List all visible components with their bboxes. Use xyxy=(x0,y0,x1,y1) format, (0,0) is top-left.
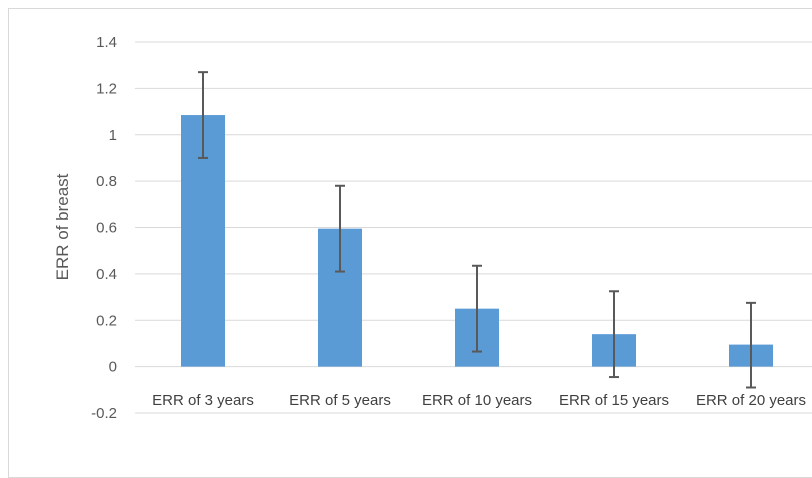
y-tick-label: 1 xyxy=(109,127,117,144)
gridlines xyxy=(135,41,812,414)
bar-chart: -0.200.20.40.60.811.21.4 ERR of 3 years E… xyxy=(53,34,812,422)
error-bar xyxy=(609,290,619,379)
x-category-label: ERR of 5 years xyxy=(289,392,391,409)
error-bar xyxy=(335,184,345,273)
error-bars xyxy=(198,71,756,389)
y-tick-label: 0.2 xyxy=(96,312,117,329)
y-tick-label: 0.6 xyxy=(96,220,117,237)
y-tick-label: 0.8 xyxy=(96,173,117,190)
x-category-label: ERR of 15 years xyxy=(559,392,669,409)
error-bar xyxy=(472,264,482,353)
y-tick-label: 0.4 xyxy=(96,266,117,283)
y-tick-label: 1.4 xyxy=(96,34,117,51)
y-axis-title: ERR of breast xyxy=(53,173,72,280)
x-category-label: ERR of 10 years xyxy=(422,392,532,409)
y-tick-label: 0 xyxy=(109,359,117,376)
y-axis-ticks: -0.2 0 0.2 0.4 0.6 0.8 1 1.2 1.4 xyxy=(91,34,117,422)
x-category-label: ERR of 3 years xyxy=(152,392,254,409)
y-tick-label: 1.2 xyxy=(96,80,117,97)
error-bar xyxy=(198,71,208,159)
x-category-label: ERR of 20 years xyxy=(696,392,806,409)
x-axis-categories: ERR of 3 years ERR of 5 years ERR of 10 ye… xyxy=(152,392,806,409)
y-tick-label: -0.2 xyxy=(91,405,117,422)
error-bar xyxy=(746,301,756,389)
